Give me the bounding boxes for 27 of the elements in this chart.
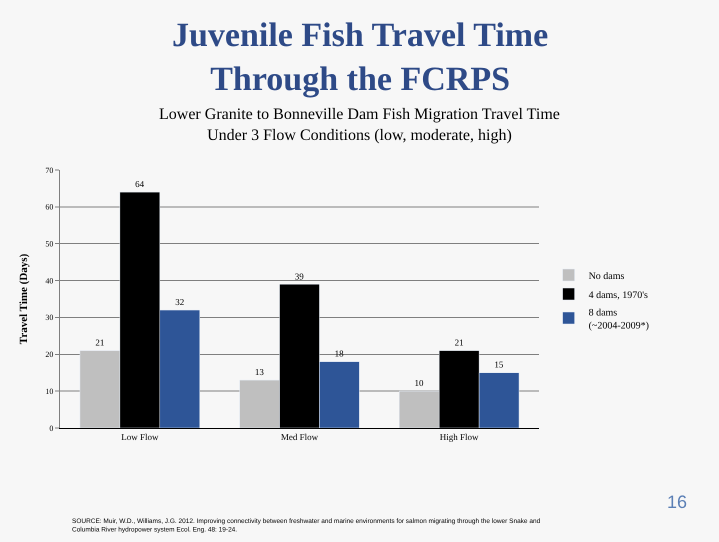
legend-label: 8 dams (~2004-2009*) — [588, 307, 649, 332]
data-label: 39 — [294, 271, 304, 282]
data-label: 64 — [135, 179, 145, 190]
data-label: 21 — [95, 338, 104, 348]
x-tick-label: High Flow — [440, 432, 480, 442]
data-label: 10 — [414, 378, 424, 388]
data-label: 15 — [494, 360, 504, 370]
data-label: 21 — [454, 338, 464, 348]
legend-label: No dams — [588, 270, 625, 282]
y-axis-title: Travel Time (Days) — [18, 253, 30, 344]
y-tick-label: 60 — [45, 202, 54, 212]
y-tick-label: 70 — [45, 166, 54, 175]
chart-title: Juvenile Fish Travel Time Through the FCRPS — [172, 17, 548, 98]
y-tick-label: 20 — [45, 350, 54, 360]
y-tick-label: 30 — [45, 313, 54, 322]
text: 16 — [667, 492, 688, 512]
y-tick-label: 40 — [45, 276, 54, 286]
x-tick-label: Med Flow — [280, 432, 319, 442]
x-tick-label: Low Flow — [121, 432, 159, 442]
y-tick-label: 0 — [49, 424, 54, 433]
data-label: 32 — [175, 297, 184, 308]
data-label: 18 — [334, 348, 344, 359]
legend-label: 4 dams, 1970's — [588, 290, 648, 301]
chart-subtitle: Lower Granite to Bonneville Dam Fish Migration Travel Time Under 3 Flow Conditions (low, moderate, high) — [159, 106, 560, 144]
data-label: 13 — [254, 367, 264, 378]
y-tick-label: 50 — [45, 240, 54, 249]
y-tick-label: 10 — [45, 386, 54, 396]
